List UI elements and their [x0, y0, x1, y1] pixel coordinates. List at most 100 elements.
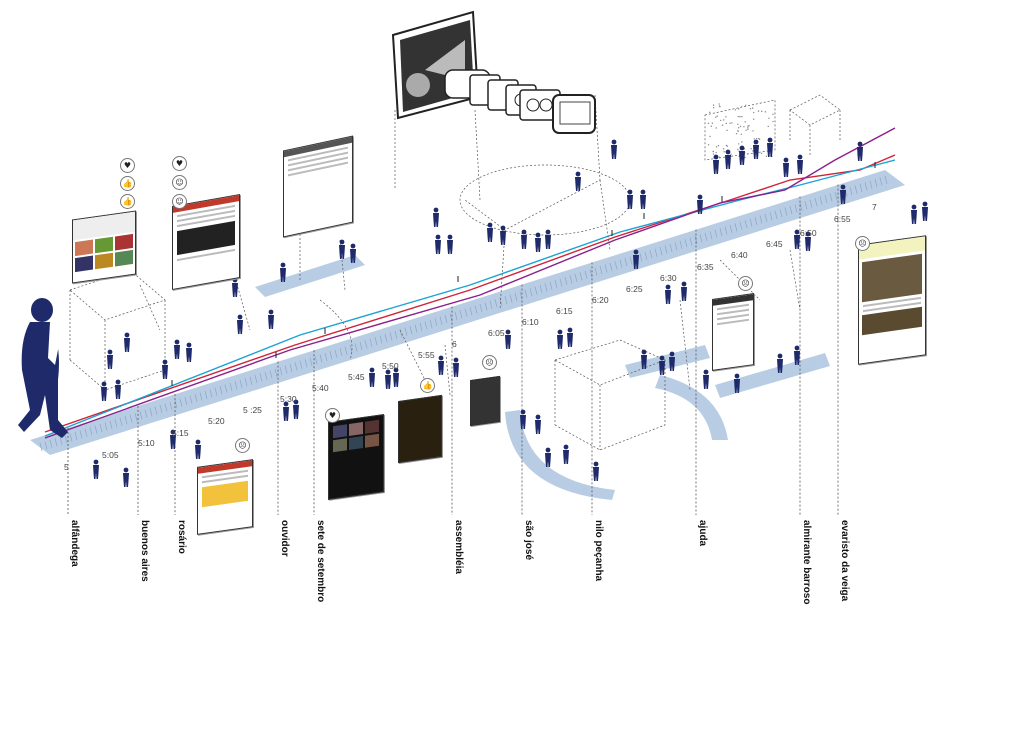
person-10	[283, 401, 289, 421]
person-19	[433, 207, 439, 227]
person-44	[840, 184, 846, 204]
screen-card-dark	[470, 375, 500, 427]
time-label-19: 6:40	[731, 250, 748, 260]
side-band-ouvidor	[255, 255, 365, 297]
person-60	[563, 444, 569, 464]
person-6	[162, 359, 168, 379]
person-53	[703, 369, 709, 389]
person-25	[535, 232, 541, 252]
neutral-face-icon: ☹	[482, 355, 497, 370]
time-label-9: 5:50	[382, 361, 399, 371]
person-50	[641, 349, 647, 369]
person-48	[557, 329, 563, 349]
curved-band-sao-jose	[505, 410, 615, 500]
time-label-20: 6:45	[766, 239, 783, 249]
person-20	[435, 234, 441, 254]
person-27	[575, 171, 581, 191]
person-13	[170, 429, 176, 449]
person-57	[520, 409, 526, 429]
person-2	[101, 381, 107, 401]
time-label-15: 6:20	[592, 295, 609, 305]
thumbs-up-icon: 👍	[120, 194, 135, 209]
curved-band-ajuda	[655, 375, 728, 440]
person-45	[857, 141, 863, 161]
street-drop-lines	[67, 184, 839, 515]
time-label-10: 5:55	[418, 350, 435, 360]
person-39	[767, 137, 773, 157]
vr-headset-illustration	[391, 10, 596, 134]
time-label-16: 6:25	[626, 284, 643, 294]
side-band-ajuda	[625, 345, 710, 378]
person-21	[447, 234, 453, 254]
person-42	[794, 229, 800, 249]
person-15	[123, 467, 129, 487]
person-34	[697, 194, 703, 214]
smiley-icon: ☺	[172, 175, 187, 190]
street-label-3: ouvidor	[279, 520, 290, 557]
person-3	[115, 379, 121, 399]
street-label-4: sete de setembro	[315, 520, 326, 603]
person-22	[487, 222, 493, 242]
person-28	[611, 139, 617, 159]
person-58	[535, 414, 541, 434]
band-hatching	[39, 175, 888, 452]
person-31	[633, 249, 639, 269]
street-label-5: assembléia	[453, 520, 464, 574]
person-36	[725, 149, 731, 169]
person-62	[505, 329, 511, 349]
time-label-13: 6:10	[522, 317, 539, 327]
person-0	[107, 349, 113, 369]
time-label-0: 5	[64, 462, 69, 472]
time-label-21: 6:50	[800, 228, 817, 238]
street-band	[30, 170, 905, 455]
heart-icon: ♥	[325, 408, 340, 423]
street-label-6: são josé	[523, 520, 534, 561]
person-32	[665, 284, 671, 304]
person-64	[438, 355, 444, 375]
time-label-7: 5:40	[312, 383, 329, 393]
pedestrian-figure	[18, 298, 68, 438]
person-61	[593, 461, 599, 481]
person-37	[739, 145, 745, 165]
time-label-6: 5:30	[280, 394, 297, 404]
person-18	[350, 243, 356, 263]
time-label-2: 5:10	[138, 438, 155, 448]
person-47	[922, 201, 928, 221]
person-11	[293, 399, 299, 419]
time-label-5: 5 :25	[243, 405, 262, 415]
person-8	[237, 314, 243, 334]
person-54	[734, 373, 740, 393]
thumbs-up-icon: 👍	[420, 378, 435, 393]
person-17	[339, 239, 345, 259]
street-label-7: nilo peçanha	[593, 520, 604, 582]
time-label-11: 6	[452, 339, 457, 349]
person-16	[280, 262, 286, 282]
time-label-3: 5:15	[172, 428, 189, 438]
small-people	[93, 137, 928, 487]
person-49	[567, 327, 573, 347]
screen-card-ajuda	[712, 293, 754, 371]
smiley-icon: ☺	[172, 194, 187, 209]
person-40	[783, 157, 789, 177]
time-label-22: 6:55	[834, 214, 851, 224]
person-66	[385, 369, 391, 389]
screen-card-sete	[328, 414, 384, 500]
person-29	[627, 189, 633, 209]
sad-face-icon: ☹	[235, 438, 250, 453]
street-label-2: rosário	[176, 520, 187, 554]
time-label-17: 6:30	[660, 273, 677, 283]
screen-card-rosario	[197, 459, 253, 535]
street-label-0: alfândega	[69, 520, 80, 567]
person-63	[453, 357, 459, 377]
person-12	[195, 439, 201, 459]
route-markers	[171, 162, 876, 386]
screen-card-ouvidor	[283, 135, 353, 238]
person-14	[93, 459, 99, 479]
person-41	[797, 154, 803, 174]
person-67	[393, 367, 399, 387]
person-38	[753, 139, 759, 159]
sad-face-icon: ☹	[855, 236, 870, 251]
time-label-23: 7	[872, 202, 877, 212]
person-59	[545, 447, 551, 467]
